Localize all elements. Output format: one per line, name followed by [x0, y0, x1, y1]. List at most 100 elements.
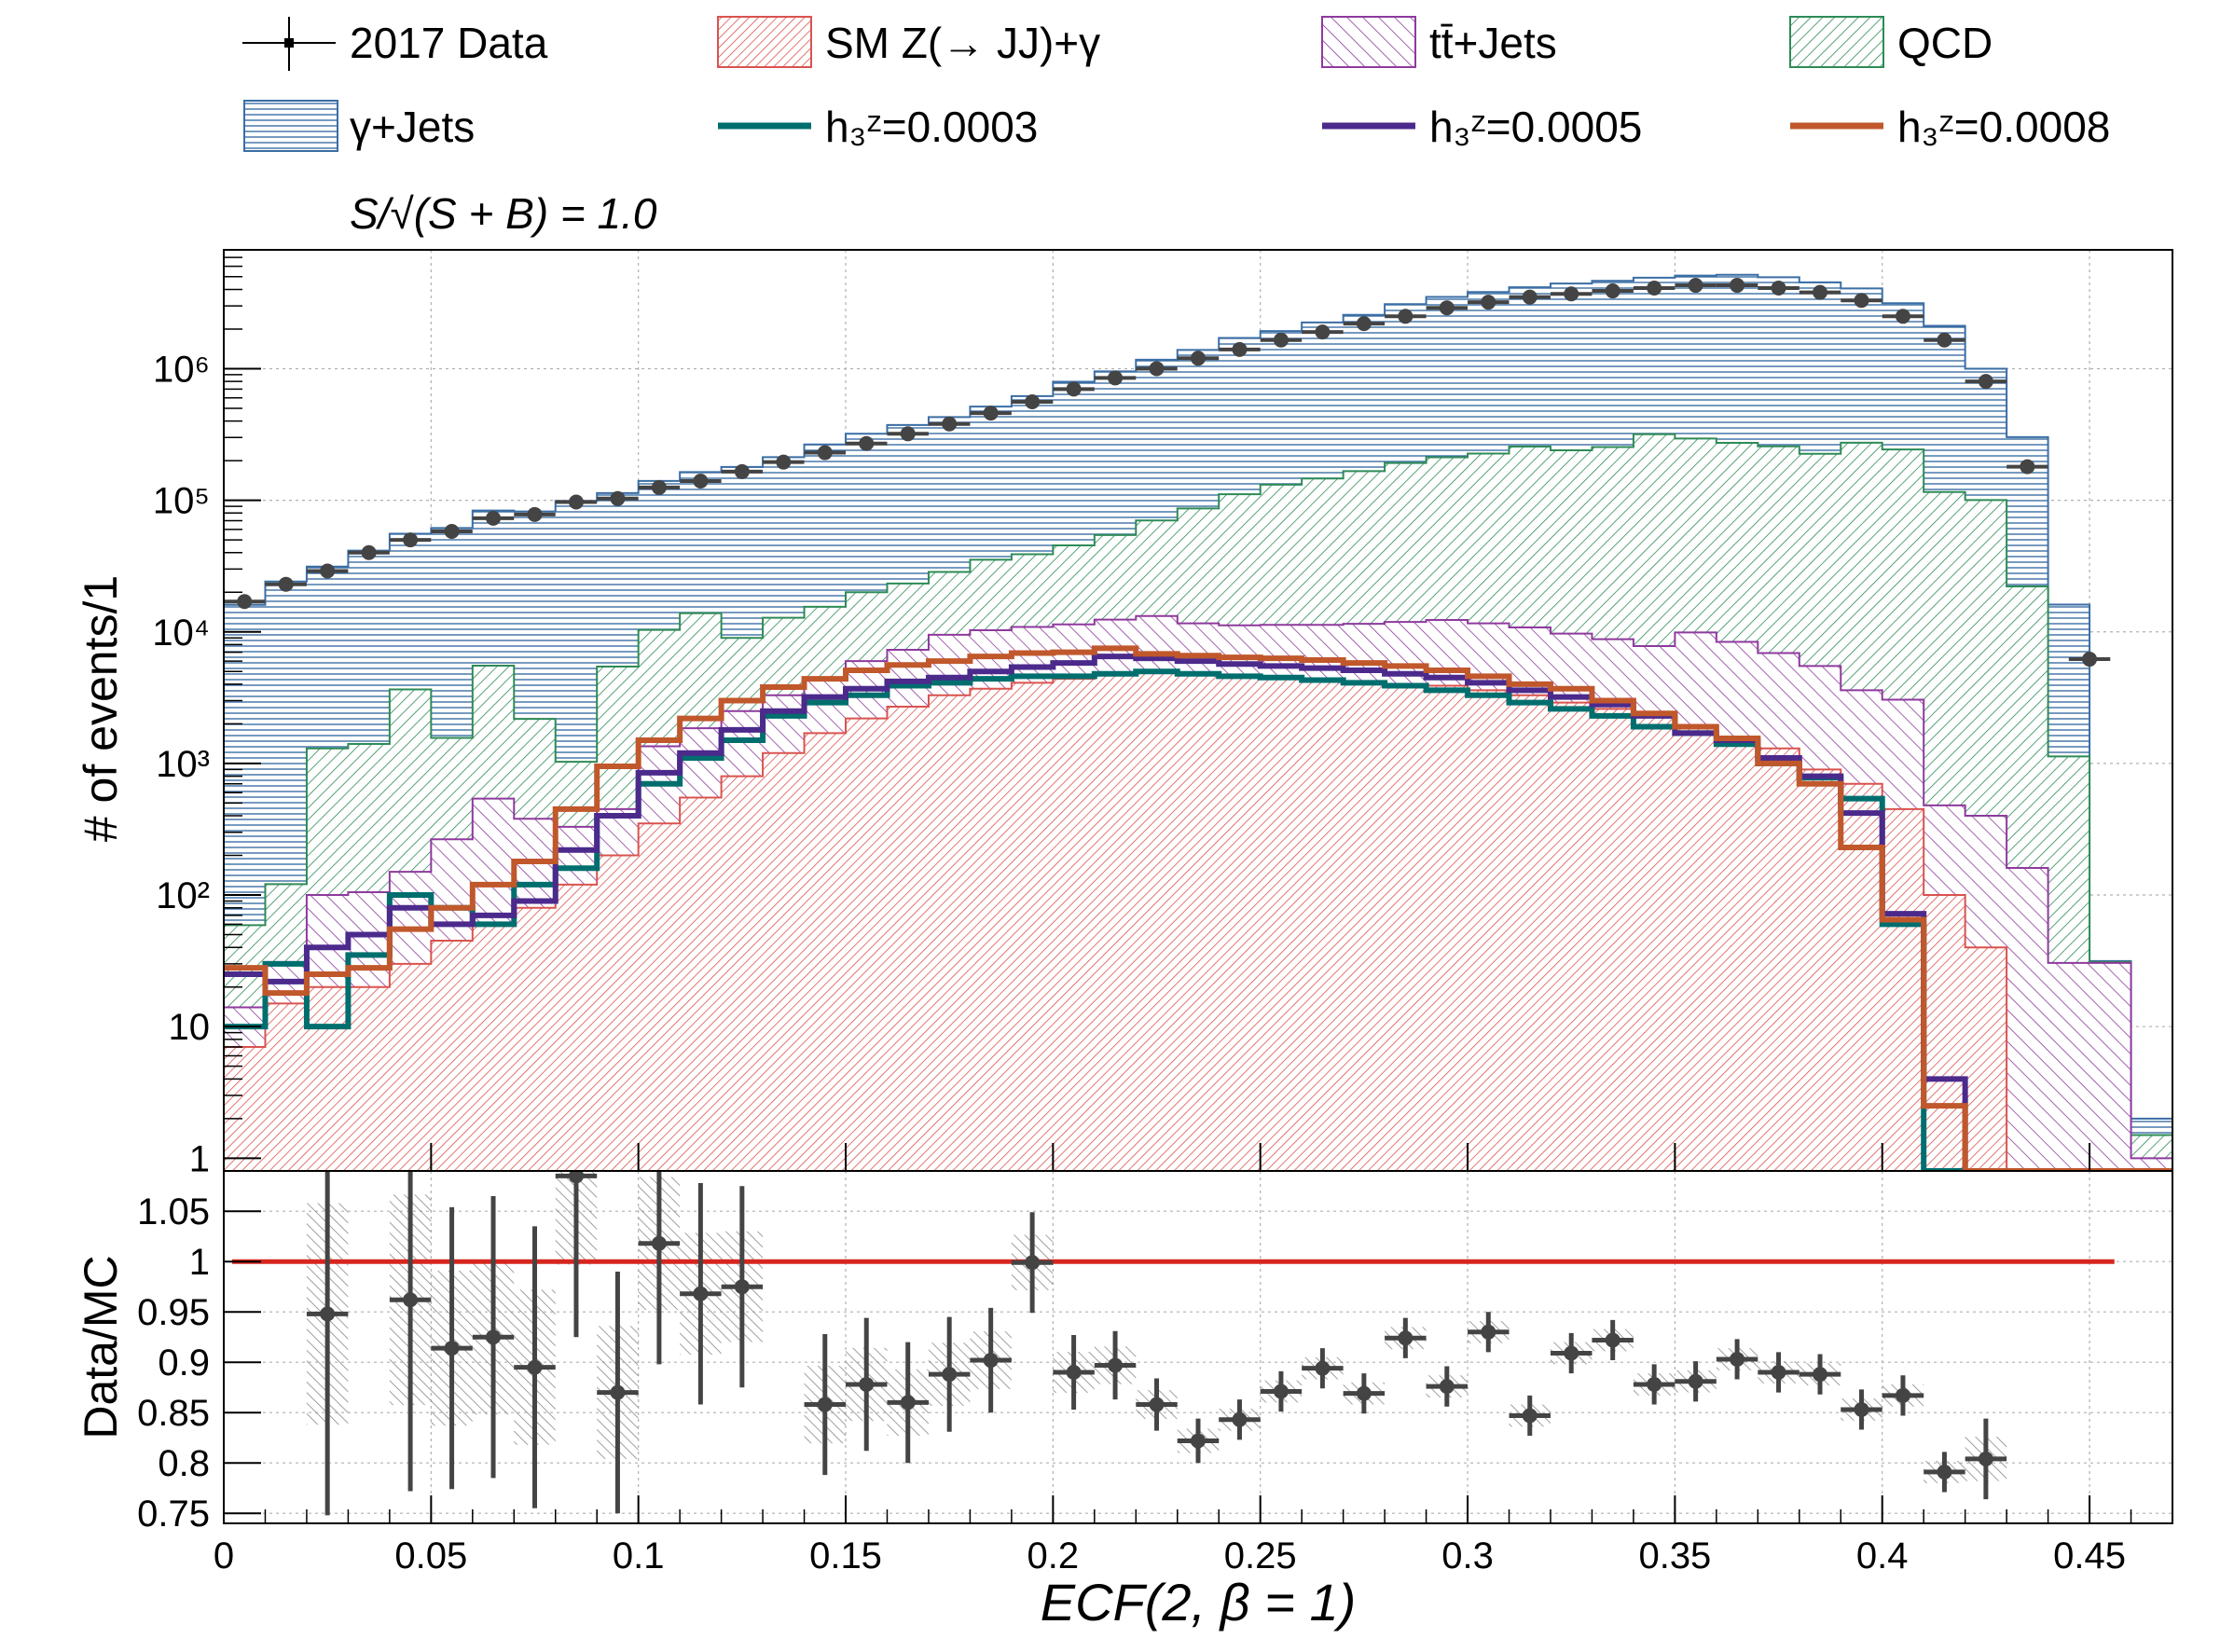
- data-point: [1813, 284, 1828, 300]
- data-point: [1771, 280, 1786, 296]
- data-point: [444, 523, 460, 539]
- y-axis-label: # of events/1: [75, 575, 127, 842]
- main-ytick-label: 10⁴: [152, 613, 210, 654]
- ratio-point: [1771, 1365, 1786, 1380]
- ratio-point: [320, 1306, 336, 1322]
- signal-line-2: [224, 645, 2172, 1171]
- ratio-point: [1813, 1367, 1828, 1383]
- legend-item-data: 2017 Data: [242, 17, 548, 71]
- ratio-axes: 0.75 0.8 0.85 0.9 0.95 1 1.05 0 0.05 0.1 0.15 0.2 0.…: [137, 1191, 2132, 1576]
- data-point: [734, 463, 750, 479]
- data-point: [568, 494, 584, 510]
- data-point: [1688, 278, 1703, 294]
- significance-annotation: S/√(S + B) = 1.0: [350, 189, 657, 238]
- data-point: [1108, 370, 1124, 386]
- ratio-point: [1895, 1387, 1910, 1403]
- legend-item-h3-0003: h₃ᶻ=0.0003: [718, 103, 1038, 151]
- data-point: [859, 435, 875, 451]
- x-tick-label: 0.3: [1441, 1535, 1494, 1576]
- data-point: [1232, 341, 1248, 357]
- data-point: [278, 576, 294, 592]
- ratio-point: [983, 1353, 999, 1369]
- main-signal-lines: [224, 645, 2172, 1171]
- ratio-point: [817, 1397, 833, 1412]
- ratio-points: [306, 1171, 2007, 1516]
- ratio-point: [1937, 1464, 1952, 1480]
- legend-label-sm-zgamma: SM Z(→ JJ)+γ: [825, 19, 1100, 67]
- ratio-ytick-label: 0.75: [137, 1494, 210, 1535]
- data-point: [1730, 278, 1745, 294]
- ratio-ytick-label: 1.05: [137, 1191, 210, 1232]
- ratio-point: [1854, 1401, 1869, 1417]
- data-point: [2020, 459, 2035, 475]
- legend-item-h3-0008: h₃ᶻ=0.0008: [1790, 103, 2110, 151]
- data-point: [237, 594, 253, 610]
- ratio-point: [1232, 1411, 1248, 1427]
- legend-item-sm-zgamma: SM Z(→ JJ)+γ: [717, 16, 1100, 68]
- main-data-points: [224, 278, 2111, 668]
- legend-label-qcd: QCD: [1897, 19, 1993, 67]
- data-point: [1564, 286, 1579, 302]
- data-point: [1481, 295, 1496, 310]
- data-point: [1273, 332, 1289, 348]
- data-point: [403, 532, 419, 548]
- data-point: [1149, 361, 1165, 377]
- legend-item-gamma-jets: γ+Jets: [243, 100, 475, 152]
- ratio-point: [651, 1235, 667, 1251]
- ratio-y-axis-label: Data/MC: [75, 1255, 127, 1439]
- data-point: [1978, 374, 1993, 390]
- data-point: [1066, 381, 1082, 397]
- legend-item-h3-0005: h₃ᶻ=0.0005: [1322, 103, 1642, 151]
- data-point: [1937, 332, 1952, 348]
- data-point: [486, 510, 502, 526]
- ratio-point: [734, 1279, 750, 1295]
- main-ytick-label: 10⁶: [153, 349, 210, 390]
- main-ytick-label: 1: [189, 1138, 210, 1179]
- legend-label-ttbar: tt̄+Jets: [1429, 19, 1557, 67]
- legend-label-h3-0003: h₃ᶻ=0.0003: [825, 103, 1038, 151]
- data-point: [776, 454, 792, 470]
- data-point: [1605, 283, 1620, 299]
- x-tick-label: 0.35: [1638, 1535, 1711, 1576]
- main-ytick-label: 10⁵: [153, 481, 210, 522]
- data-point: [693, 473, 709, 489]
- signal-line-1: [224, 654, 2172, 1171]
- x-tick-label: 0.05: [394, 1535, 467, 1576]
- legend-label-data: 2017 Data: [350, 19, 548, 67]
- x-tick-label: 0.1: [613, 1535, 665, 1576]
- data-point: [1647, 280, 1662, 296]
- x-tick-label: 0.15: [809, 1535, 882, 1576]
- data-point: [1522, 289, 1538, 305]
- ratio-point: [1025, 1255, 1041, 1271]
- main-ytick-label: 10³: [156, 744, 210, 785]
- legend: 2017 Data SM Z(→ JJ)+γ tt̄+Jets QCD γ+Je…: [242, 16, 2110, 238]
- ratio-ytick-label: 1: [189, 1242, 210, 1283]
- ratio-point: [527, 1359, 543, 1375]
- ratio-point: [1439, 1379, 1455, 1395]
- data-point: [2082, 652, 2098, 668]
- data-point: [900, 426, 916, 442]
- main-panel: 1 10 10² 10³ 10⁴ 10⁵ 10⁶ # of events/1: [75, 249, 2173, 1179]
- legend-item-qcd: QCD: [1789, 16, 1993, 68]
- data-point: [1191, 351, 1206, 366]
- ratio-point: [1978, 1451, 1993, 1466]
- data-point: [527, 506, 543, 522]
- data-point: [320, 563, 336, 579]
- ratio-point: [1564, 1345, 1579, 1361]
- ratio-panel: 0.75 0.8 0.85 0.9 0.95 1 1.05 0 0.05 0.1 0.15 0.2 0.…: [75, 1170, 2173, 1631]
- data-point: [651, 479, 667, 495]
- ratio-point: [1066, 1365, 1082, 1380]
- x-tick-label: 0.2: [1027, 1535, 1080, 1576]
- data-point: [1439, 300, 1455, 316]
- ratio-point: [1647, 1376, 1662, 1392]
- data-point: [1315, 324, 1331, 340]
- legend-item-ttbar: tt̄+Jets: [1321, 16, 1557, 68]
- x-axis-label: ECF(2, β = 1): [1041, 1573, 1357, 1631]
- data-point: [817, 445, 833, 461]
- ratio-point: [900, 1395, 916, 1411]
- main-stack: [224, 273, 2172, 1171]
- data-point: [1895, 309, 1910, 324]
- ratio-point: [1481, 1324, 1496, 1340]
- ratio-point: [1191, 1433, 1206, 1449]
